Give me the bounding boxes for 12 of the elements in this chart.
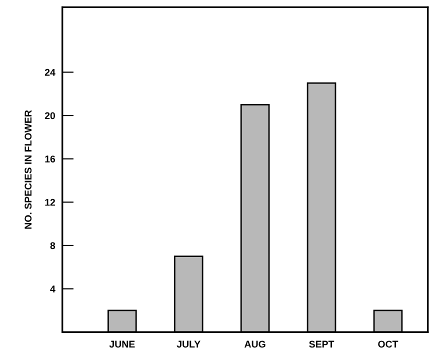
y-tick-label: 24: [44, 68, 56, 76]
y-tick-label: 12: [45, 198, 56, 206]
x-tick-label: AUG: [244, 340, 266, 348]
x-tick-label: OCT: [378, 340, 398, 348]
x-tick-label: JULY: [176, 340, 200, 348]
x-tick-label: JUNE: [109, 340, 135, 348]
y-tick-label: 4: [50, 286, 56, 292]
y-tick-label: 16: [45, 156, 56, 162]
y-axis-title: NO. SPECIES IN FLOWER: [24, 110, 32, 229]
y-tick-label: 8: [50, 242, 56, 250]
x-tick-label: SEPT: [309, 340, 334, 348]
y-tick-label: 20: [44, 112, 56, 120]
